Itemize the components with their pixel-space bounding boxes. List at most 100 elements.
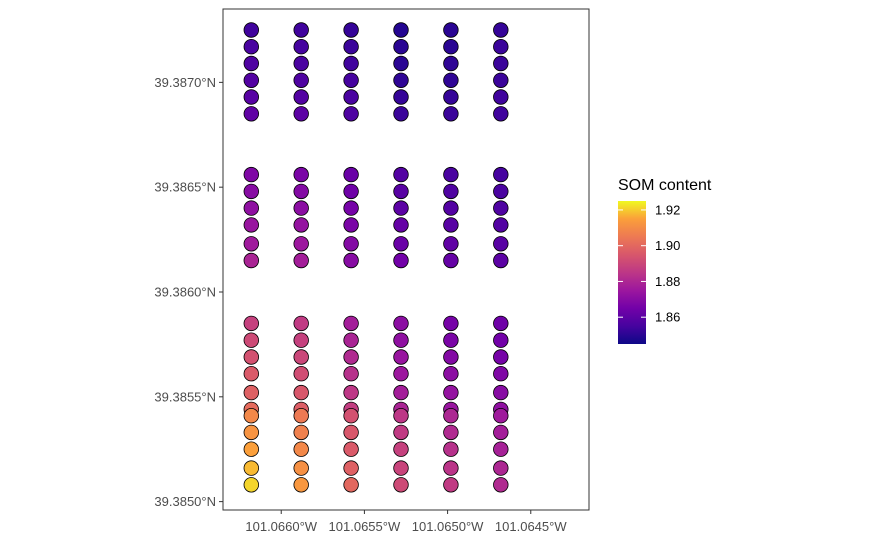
data-point xyxy=(343,89,359,105)
data-point xyxy=(443,22,459,38)
data-point xyxy=(243,200,260,216)
data-point xyxy=(293,55,309,72)
data-point xyxy=(343,166,359,183)
data-point xyxy=(343,106,359,122)
data-point xyxy=(443,315,459,332)
data-point xyxy=(243,217,260,233)
data-point xyxy=(493,408,509,424)
data-point xyxy=(343,424,359,441)
data-point xyxy=(393,217,409,233)
data-point xyxy=(243,424,260,441)
data-point xyxy=(493,183,509,200)
data-point xyxy=(243,22,260,38)
data-point xyxy=(493,236,509,252)
data-point xyxy=(243,441,260,457)
data-point xyxy=(343,315,359,332)
data-point xyxy=(443,200,459,216)
data-point xyxy=(343,217,359,233)
data-point xyxy=(343,477,359,493)
y-tick-label: 39.3865°N xyxy=(154,180,216,195)
data-point xyxy=(243,460,260,476)
x-tick-label: 101.0655°W xyxy=(329,519,401,534)
data-point xyxy=(243,315,260,332)
data-point xyxy=(393,424,409,441)
data-point xyxy=(343,22,359,38)
data-point xyxy=(393,106,409,122)
data-point xyxy=(393,166,409,183)
data-point xyxy=(243,89,260,105)
data-point xyxy=(293,236,309,252)
data-point xyxy=(343,252,359,269)
legend-colorbar xyxy=(618,201,646,344)
y-axis: 39.3850°N 39.3855°N 39.3860°N 39.3865°N 39.3… xyxy=(154,75,223,509)
data-point xyxy=(343,460,359,476)
data-point xyxy=(293,106,309,122)
data-point xyxy=(343,236,359,252)
data-point xyxy=(243,332,260,348)
data-point xyxy=(393,384,409,401)
data-point xyxy=(293,424,309,441)
legend-tick-label: 1.92 xyxy=(655,202,680,217)
data-point xyxy=(393,22,409,38)
data-point xyxy=(443,183,459,200)
data-point xyxy=(443,349,459,365)
data-point xyxy=(293,477,309,493)
data-point xyxy=(343,332,359,348)
data-point xyxy=(293,39,309,55)
x-tick-label: 101.0645°W xyxy=(495,519,567,534)
data-point xyxy=(343,55,359,72)
data-point xyxy=(293,315,309,332)
data-point xyxy=(393,460,409,476)
data-point xyxy=(343,39,359,55)
data-point xyxy=(393,200,409,216)
data-point xyxy=(493,477,509,493)
data-point xyxy=(243,72,260,89)
data-point xyxy=(343,200,359,216)
data-point xyxy=(243,252,260,269)
data-point xyxy=(443,39,459,55)
data-point xyxy=(493,166,509,183)
data-point xyxy=(293,200,309,216)
data-point xyxy=(243,106,260,122)
data-point xyxy=(443,424,459,441)
data-point xyxy=(493,366,509,382)
data-point xyxy=(393,332,409,348)
y-tick-label: 39.3855°N xyxy=(154,389,216,404)
data-point xyxy=(293,349,309,365)
data-point xyxy=(493,217,509,233)
data-point xyxy=(293,166,309,183)
data-point xyxy=(493,441,509,457)
data-point xyxy=(243,384,260,401)
data-point xyxy=(243,183,260,200)
legend-tick-label: 1.88 xyxy=(655,274,680,289)
data-point xyxy=(393,408,409,424)
data-point xyxy=(493,22,509,38)
data-point xyxy=(343,366,359,382)
data-points xyxy=(243,22,509,493)
data-point xyxy=(343,441,359,457)
data-point xyxy=(393,39,409,55)
data-point xyxy=(293,72,309,89)
data-point xyxy=(293,217,309,233)
x-tick-label: 101.0660°W xyxy=(245,519,317,534)
data-point xyxy=(493,424,509,441)
data-point xyxy=(443,384,459,401)
data-point xyxy=(493,252,509,269)
data-point xyxy=(493,460,509,476)
data-point xyxy=(243,408,260,424)
data-point xyxy=(493,89,509,105)
data-point xyxy=(493,39,509,55)
data-point xyxy=(443,89,459,105)
data-point xyxy=(443,460,459,476)
data-point xyxy=(443,408,459,424)
data-point xyxy=(343,72,359,89)
data-point xyxy=(393,349,409,365)
x-axis: 101.0660°W 101.0655°W 101.0650°W 101.0645°W xyxy=(245,510,567,534)
legend-tick-label: 1.90 xyxy=(655,238,680,253)
data-point xyxy=(493,200,509,216)
data-point xyxy=(293,384,309,401)
data-point xyxy=(293,332,309,348)
data-point xyxy=(293,252,309,269)
legend-ticks: 1.86 1.88 1.90 1.92 xyxy=(618,202,680,325)
data-point xyxy=(393,252,409,269)
